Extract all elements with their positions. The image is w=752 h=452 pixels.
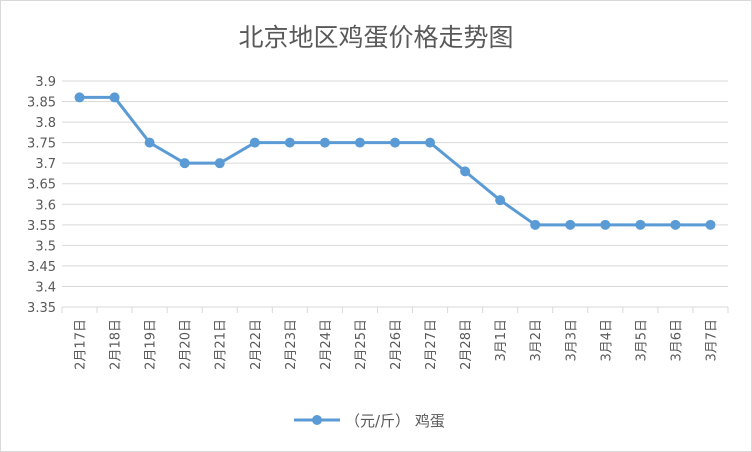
- data-point[interactable]: [249, 137, 260, 148]
- x-tick-label: 3月7日: [704, 319, 719, 362]
- legend-marker-swatch: [312, 415, 322, 425]
- x-tick-label: 3月3日: [564, 319, 579, 362]
- data-point[interactable]: [144, 137, 155, 148]
- data-point[interactable]: [74, 92, 85, 103]
- y-tick-label: 3.65: [27, 178, 56, 193]
- data-point[interactable]: [565, 219, 576, 230]
- data-point[interactable]: [354, 137, 365, 148]
- data-point[interactable]: [495, 195, 506, 206]
- data-point[interactable]: [635, 219, 646, 230]
- legend[interactable]: （元/斤） 鸡蛋: [294, 412, 445, 430]
- data-point[interactable]: [670, 219, 681, 230]
- data-point[interactable]: [214, 158, 225, 169]
- x-tick-label: 3月6日: [669, 319, 684, 362]
- y-tick-label: 3.45: [27, 260, 56, 275]
- x-tick-label: 2月19日: [144, 319, 159, 370]
- data-point[interactable]: [109, 92, 120, 103]
- y-tick-label: 3.85: [27, 96, 56, 111]
- legend-label: （元/斤） 鸡蛋: [345, 412, 445, 430]
- x-tick-label: 2月25日: [354, 319, 369, 370]
- data-point[interactable]: [390, 137, 400, 148]
- y-tick-label: 3.55: [27, 219, 56, 234]
- data-point[interactable]: [179, 158, 190, 169]
- chart-title: 北京地区鸡蛋价格走势图: [238, 23, 513, 52]
- x-tick-label: 2月22日: [249, 319, 264, 370]
- y-tick-label: 3.75: [27, 137, 56, 152]
- data-point[interactable]: [284, 137, 295, 148]
- y-tick-label: 3.9: [35, 75, 56, 90]
- x-tick-label: 2月23日: [284, 319, 299, 370]
- y-tick-label: 3.7: [35, 157, 56, 172]
- x-tick-label: 3月2日: [529, 319, 544, 362]
- x-tick-label: 2月28日: [459, 319, 474, 370]
- x-tick-label: 2月26日: [389, 319, 404, 370]
- y-tick-label: 3.5: [35, 239, 56, 254]
- x-tick-label: 2月20日: [179, 319, 194, 370]
- data-point[interactable]: [530, 219, 541, 230]
- series-egg-price: [74, 92, 716, 230]
- x-tick-label: 2月18日: [109, 319, 124, 370]
- x-tick-label: 2月27日: [424, 319, 439, 370]
- x-tick-label: 3月4日: [599, 319, 614, 362]
- x-tick-label: 3月5日: [634, 319, 649, 362]
- data-point[interactable]: [600, 219, 611, 230]
- y-tick-label: 3.4: [35, 280, 56, 295]
- y-tick-label: 3.8: [35, 116, 56, 131]
- series-line: [79, 95, 711, 227]
- gridlines: [62, 80, 728, 308]
- data-point[interactable]: [319, 137, 330, 148]
- x-tick-label: 2月21日: [214, 319, 229, 370]
- y-tick-label: 3.35: [27, 301, 56, 316]
- x-tick-label: 3月1日: [494, 319, 509, 362]
- data-point[interactable]: [460, 166, 471, 177]
- y-tick-label: 3.6: [35, 198, 56, 213]
- data-point[interactable]: [705, 219, 716, 230]
- x-tick-label: 2月24日: [319, 319, 334, 370]
- y-axis-ticks: 3.35 3.4 3.45 3.5 3.55 3.6 3.65 3.7 3.75 3.8 3.85 3…: [27, 75, 56, 316]
- data-point[interactable]: [425, 137, 436, 148]
- x-axis-ticks: 2月17日 2月18日 2月19日 2月20日 2月21日 2月22日 2月23日 2月24日…: [61, 307, 729, 370]
- x-tick-label: 2月17日: [74, 319, 89, 370]
